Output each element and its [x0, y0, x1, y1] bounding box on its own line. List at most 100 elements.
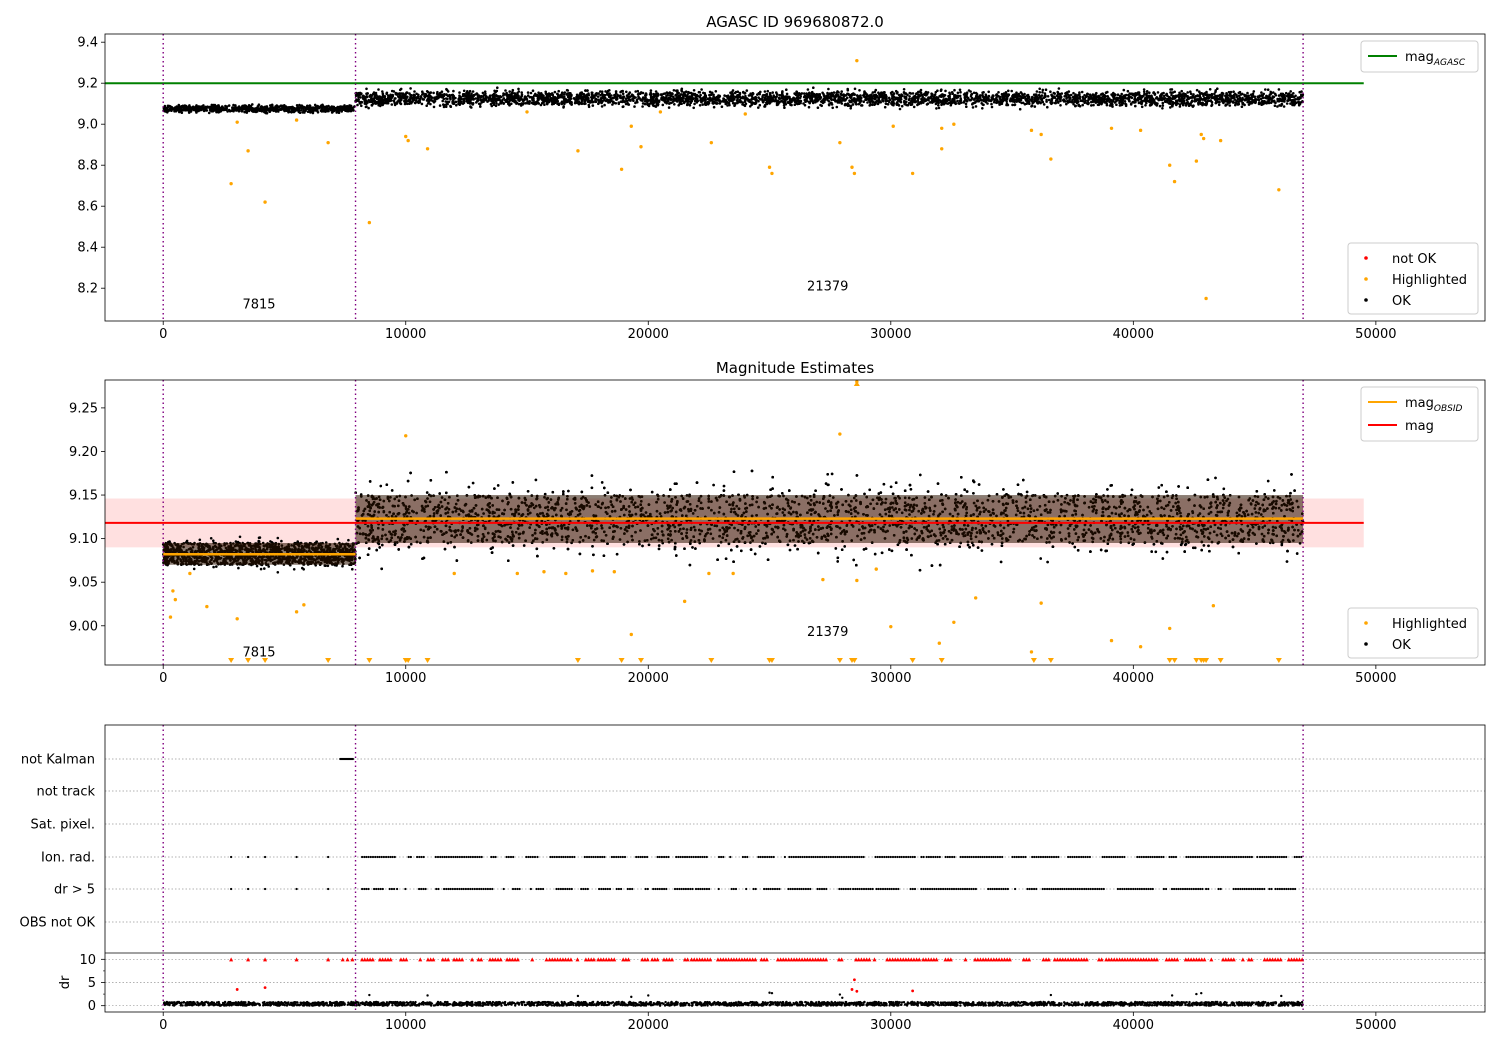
legend-swatch-point: [1364, 298, 1368, 302]
ok-point: [422, 98, 426, 101]
ok-point: [1044, 88, 1048, 91]
ok-point: [508, 90, 512, 93]
ok-point: [432, 91, 435, 95]
highlighted-point: [1201, 136, 1206, 141]
ok-point: [1227, 97, 1230, 101]
ok-point: [432, 105, 436, 109]
ok-point: [775, 101, 779, 105]
ok-point: [425, 104, 429, 107]
ok-point: [621, 92, 625, 95]
ok-point: [673, 103, 676, 106]
ok-point: [771, 98, 775, 101]
ok-point: [1086, 102, 1090, 106]
ok-point: [487, 97, 491, 101]
ok-point: [1069, 96, 1072, 100]
ok-point: [1097, 103, 1101, 107]
ok-point: [763, 90, 767, 93]
ok-point: [700, 88, 703, 91]
ok-point: [701, 103, 704, 106]
ok-point: [173, 109, 176, 112]
ok-point: [1053, 92, 1056, 95]
ok-point: [209, 109, 212, 112]
ok-point: [368, 100, 372, 104]
ok-point: [782, 101, 786, 105]
ok-point: [964, 102, 968, 106]
ok-point: [1260, 100, 1264, 103]
ok-point: [498, 97, 501, 100]
ok-point: [529, 91, 533, 95]
ok-point: [415, 96, 418, 100]
ok-point: [722, 100, 726, 103]
highlighted-point: [294, 118, 299, 122]
ok-point: [894, 89, 898, 93]
ok-point: [997, 91, 1000, 94]
ok-point: [741, 96, 745, 99]
ok-point: [587, 105, 591, 109]
highlighted-point: [743, 112, 747, 116]
ok-point: [392, 90, 396, 93]
ok-point: [1161, 104, 1165, 107]
ok-point: [1033, 105, 1037, 108]
ok-point: [1065, 97, 1068, 100]
ok-point: [675, 89, 678, 92]
ok-point: [827, 95, 830, 99]
ok-point: [1172, 97, 1176, 100]
ok-point: [381, 90, 384, 93]
ok-point: [370, 103, 374, 107]
ok-point: [708, 93, 711, 97]
ok-point: [1034, 93, 1038, 96]
ok-point: [1170, 93, 1173, 97]
ok-point: [414, 101, 417, 105]
ok-point: [262, 107, 266, 110]
ok-point: [987, 97, 990, 100]
ok-point: [271, 108, 275, 112]
ok-point: [1218, 93, 1222, 97]
ok-point: [902, 88, 906, 91]
ok-point: [1120, 92, 1123, 96]
ok-point: [202, 109, 206, 113]
ok-point: [583, 99, 586, 102]
ok-point: [839, 92, 843, 96]
ok-point: [225, 105, 229, 108]
ok-point: [255, 107, 258, 111]
ok-point: [260, 110, 264, 113]
ok-point: [829, 97, 832, 100]
ok-point: [1294, 94, 1297, 98]
ok-point: [1068, 100, 1072, 103]
ok-point: [393, 103, 397, 107]
ok-point: [621, 105, 625, 109]
ok-point: [344, 105, 347, 109]
ok-point: [420, 102, 424, 106]
ok-point: [652, 95, 656, 98]
ok-point: [275, 106, 279, 110]
ok-point: [981, 95, 985, 98]
ok-point: [479, 105, 482, 108]
ok-point: [976, 98, 980, 102]
ok-point: [677, 94, 681, 97]
ok-point: [876, 95, 879, 98]
ok-point: [713, 96, 717, 100]
ok-point: [232, 103, 235, 107]
ok-point: [475, 101, 478, 104]
ok-point: [796, 97, 799, 100]
ok-point: [542, 100, 545, 104]
ok-point: [792, 99, 796, 102]
highlighted-point: [639, 145, 643, 149]
ok-point: [240, 109, 244, 113]
ok-point: [799, 93, 802, 97]
ok-point: [371, 97, 374, 101]
ok-point: [1010, 89, 1013, 93]
ok-point: [1222, 99, 1225, 103]
ok-point: [877, 92, 881, 96]
ok-point: [1140, 101, 1144, 104]
ok-point: [1270, 97, 1273, 101]
ok-point: [249, 104, 253, 108]
ok-point: [1037, 93, 1041, 97]
ok-point: [357, 98, 360, 102]
ok-point: [380, 103, 384, 106]
ok-point: [974, 91, 978, 95]
ok-point: [864, 98, 868, 101]
ok-point: [1276, 97, 1279, 101]
ok-point: [971, 103, 974, 106]
ok-point: [289, 106, 293, 109]
